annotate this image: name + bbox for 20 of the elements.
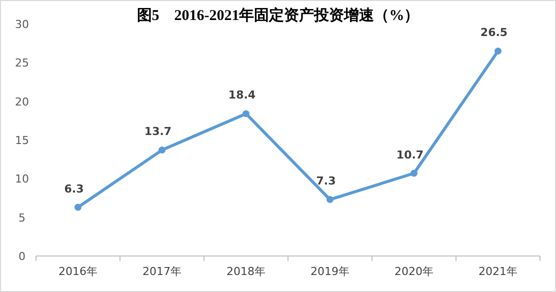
ytick: 10	[15, 172, 29, 186]
data-label: 18.4	[228, 88, 256, 102]
ytick: 30	[15, 18, 29, 31]
xtick: 2017年	[142, 265, 182, 278]
ytick: 5	[18, 211, 26, 224]
data-label: 13.7	[144, 125, 172, 138]
xtick: 2021年	[478, 265, 518, 278]
xtick: 2016年	[58, 265, 98, 278]
ytick: 0	[18, 250, 26, 263]
title: 图5 2016-2021年固定资产投资增速（%）	[136, 8, 420, 24]
ytick: 15	[15, 134, 29, 147]
xtick: 2019年	[310, 265, 350, 278]
xtick: 2018年	[226, 265, 266, 278]
ytick: 25	[15, 56, 29, 70]
data-label: 7.3	[316, 174, 336, 188]
data-label: 10.7	[396, 148, 424, 162]
xtick: 2020年	[394, 265, 434, 278]
ytick: 20	[15, 95, 29, 108]
data-label: 26.5	[480, 26, 508, 40]
data-label: 6.3	[64, 182, 84, 196]
